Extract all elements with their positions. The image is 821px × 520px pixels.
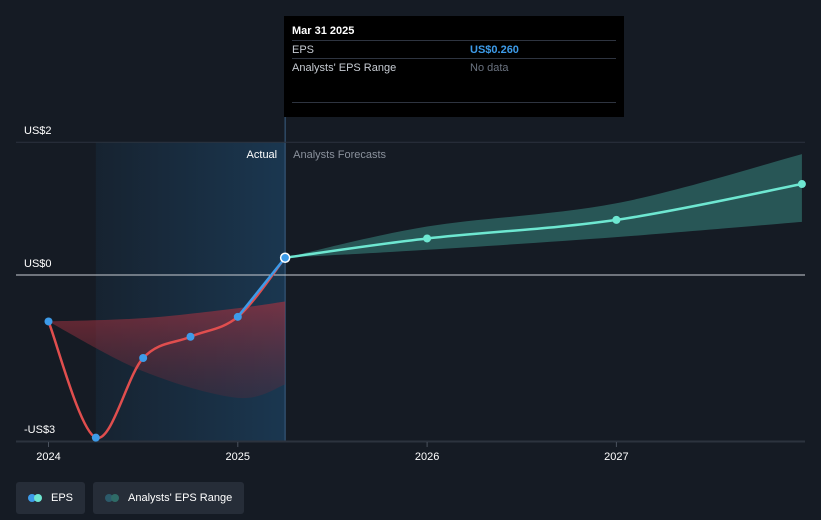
y-tick-label: -US$3: [24, 424, 55, 436]
legend-eps[interactable]: EPS: [16, 482, 86, 514]
eps-actual-point: [44, 317, 53, 326]
tooltip-panel: Mar 31 2025 EPS US$0.260 Analysts' EPS R…: [284, 16, 624, 117]
eps-actual-point: [279, 252, 291, 263]
eps-forecast-point: [612, 215, 621, 224]
y-tick-label: US$0: [24, 258, 52, 270]
eps-actual-point: [186, 332, 195, 341]
eps-forecast-point: [423, 234, 432, 243]
forecast-range-band: [285, 154, 802, 258]
legend-range-label: Analysts' EPS Range: [128, 492, 233, 504]
range-legend-icon: [105, 494, 121, 502]
eps-forecast-point: [797, 180, 806, 189]
x-tick-label: 2026: [415, 451, 439, 463]
actual-label: Actual: [247, 149, 278, 161]
tooltip-row-range: Analysts' EPS Range No data: [292, 58, 616, 76]
legend: EPS Analysts' EPS Range: [16, 482, 245, 514]
tooltip-range-label: Analysts' EPS Range: [292, 61, 397, 74]
tooltip-eps-value: US$0.260: [470, 43, 519, 56]
tooltip-range-value: No data: [470, 61, 509, 74]
tooltip-date: Mar 31 2025: [292, 25, 355, 37]
eps-legend-icon: [28, 494, 44, 502]
x-tick-label: 2025: [226, 451, 250, 463]
x-tick-label: 2027: [604, 451, 628, 463]
eps-forecast-line: [284, 182, 803, 259]
legend-eps-label: EPS: [51, 492, 74, 504]
tooltip-row-eps: EPS US$0.260: [292, 40, 616, 58]
tooltip-divider: [292, 102, 616, 103]
legend-range[interactable]: Analysts' EPS Range: [93, 482, 245, 514]
eps-actual-point: [233, 312, 242, 321]
tooltip-eps-label: EPS: [292, 43, 315, 56]
forecast-label: Analysts Forecasts: [293, 149, 386, 161]
x-tick-label: 2024: [36, 451, 60, 463]
eps-actual-point: [91, 433, 100, 442]
eps-actual-point: [139, 354, 148, 362]
y-tick-label: US$2: [24, 125, 52, 137]
